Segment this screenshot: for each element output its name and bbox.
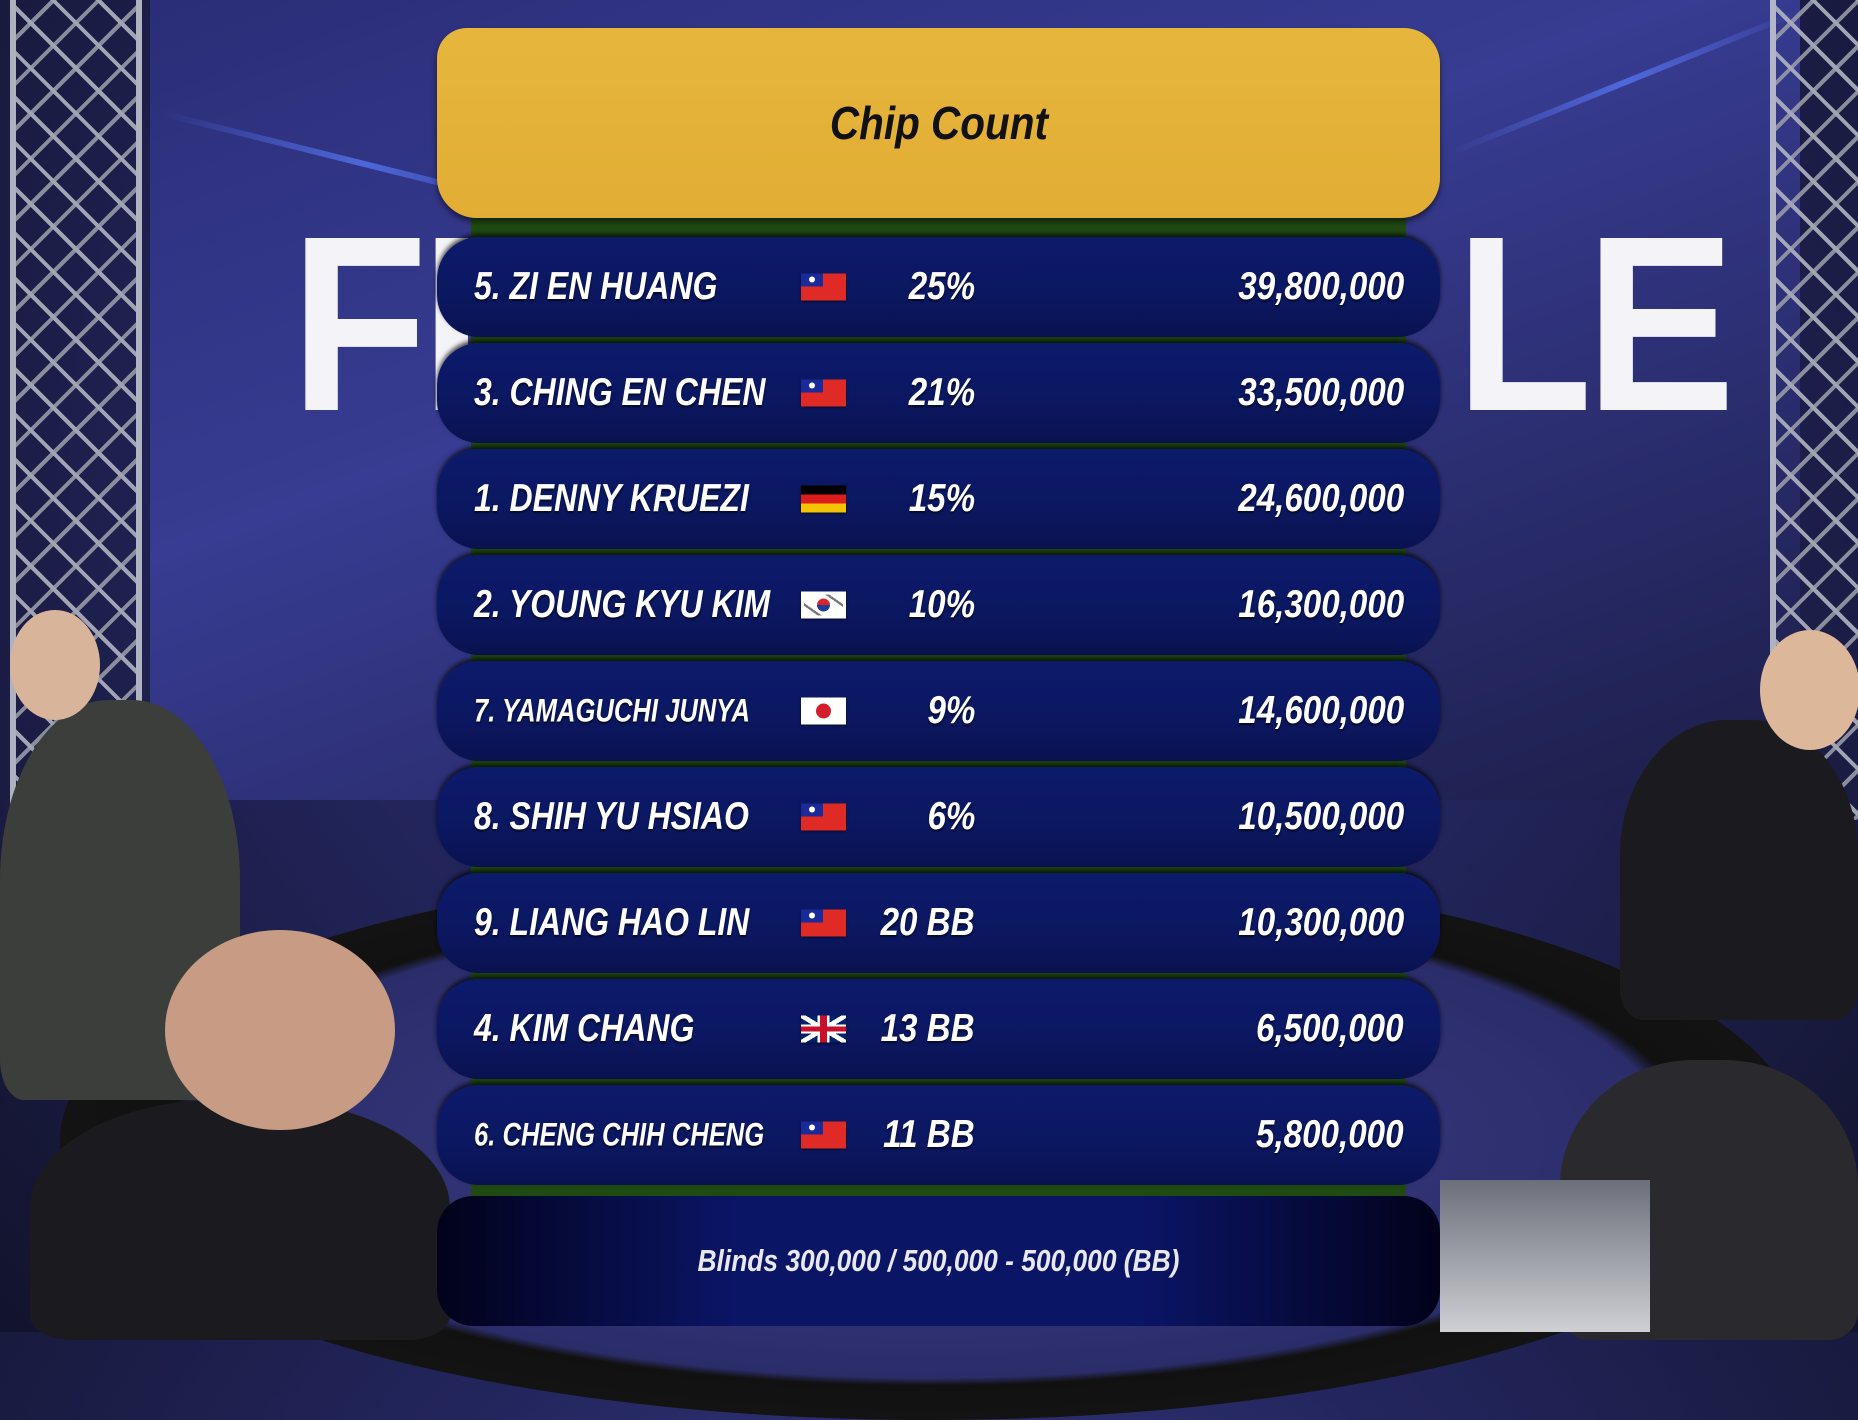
flag-uk-icon xyxy=(801,1015,846,1043)
player-row: 1. DENNY KRUEZI 15% 24,600,000 xyxy=(437,449,1440,549)
player-name: 7. YAMAGUCHI JUNYA xyxy=(474,692,750,729)
blinds-bar: Blinds 300,000 / 500,000 - 500,000 (BB) xyxy=(437,1196,1440,1326)
flag-korea-icon xyxy=(801,591,846,619)
flag-taiwan-icon xyxy=(801,273,846,301)
player-name: 3. CHING EN CHEN xyxy=(474,371,766,414)
flag-germany-icon xyxy=(801,485,846,513)
player-head xyxy=(165,930,395,1130)
flag-taiwan-icon xyxy=(801,803,846,831)
player-name: 5. ZI EN HUANG xyxy=(474,265,718,308)
player-chips: 16,300,000 xyxy=(1238,583,1404,626)
player-stack-share: 6% xyxy=(927,795,975,838)
player-stack-share: 11 BB xyxy=(883,1113,975,1156)
player-name: 9. LIANG HAO LIN xyxy=(474,901,750,944)
player-name: 1. DENNY KRUEZI xyxy=(474,477,749,520)
player-row: 7. YAMAGUCHI JUNYA 9% 14,600,000 xyxy=(437,661,1440,761)
player-stack-share: 9% xyxy=(927,689,975,732)
panel-header: Chip Count xyxy=(437,28,1440,218)
backdrop-letters-right: LE xyxy=(1455,184,1735,463)
player-head xyxy=(1760,630,1858,750)
flag-taiwan-icon xyxy=(801,1121,846,1149)
player-stack-share: 25% xyxy=(908,265,975,308)
player-row: 3. CHING EN CHEN 21% 33,500,000 xyxy=(437,343,1440,443)
player-stack-share: 15% xyxy=(908,477,975,520)
player-chips: 6,500,000 xyxy=(1256,1007,1404,1050)
player-name: 2. YOUNG KYU KIM xyxy=(474,583,771,626)
player-stack-share: 20 BB xyxy=(881,901,975,944)
flag-japan-icon xyxy=(801,697,846,725)
player-row: 8. SHIH YU HSIAO 6% 10,500,000 xyxy=(437,767,1440,867)
player-seated-right xyxy=(1620,720,1858,1020)
player-chips: 5,800,000 xyxy=(1256,1113,1404,1156)
player-stack-share: 21% xyxy=(908,371,975,414)
player-chips: 14,600,000 xyxy=(1238,689,1404,732)
player-row: 5. ZI EN HUANG 25% 39,800,000 xyxy=(437,237,1440,337)
player-foreground xyxy=(30,1100,450,1340)
player-chips: 39,800,000 xyxy=(1238,265,1404,308)
player-stack-share: 13 BB xyxy=(881,1007,975,1050)
blinds-text: Blinds 300,000 / 500,000 - 500,000 (BB) xyxy=(697,1243,1180,1278)
player-row: 9. LIANG HAO LIN 20 BB 10,300,000 xyxy=(437,873,1440,973)
player-name: 4. KIM CHANG xyxy=(474,1007,695,1050)
player-chips: 10,500,000 xyxy=(1238,795,1404,838)
player-head xyxy=(10,610,100,720)
player-row: 2. YOUNG KYU KIM 10% 16,300,000 xyxy=(437,555,1440,655)
flag-taiwan-icon xyxy=(801,379,846,407)
player-row: 6. CHENG CHIH CHENG 11 BB 5,800,000 xyxy=(437,1085,1440,1185)
player-row: 4. KIM CHANG 13 BB 6,500,000 xyxy=(437,979,1440,1079)
player-name: 8. SHIH YU HSIAO xyxy=(474,795,749,838)
player-chips: 33,500,000 xyxy=(1238,371,1404,414)
player-chips: 24,600,000 xyxy=(1238,477,1404,520)
chip-count-panel: Chip Count 5. ZI EN HUANG 25% 39,800,000 3.… xyxy=(437,28,1440,1328)
panel-title: Chip Count xyxy=(829,97,1048,149)
flag-taiwan-icon xyxy=(801,909,846,937)
commentator-webcam xyxy=(1440,1180,1650,1332)
player-name: 6. CHENG CHIH CHENG xyxy=(474,1116,765,1153)
player-stack-share: 10% xyxy=(908,583,975,626)
player-chips: 10,300,000 xyxy=(1238,901,1404,944)
